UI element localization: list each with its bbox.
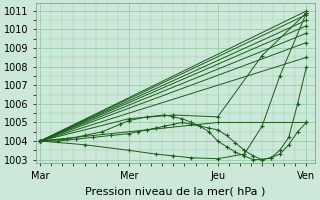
X-axis label: Pression niveau de la mer( hPa ): Pression niveau de la mer( hPa ) xyxy=(85,187,266,197)
